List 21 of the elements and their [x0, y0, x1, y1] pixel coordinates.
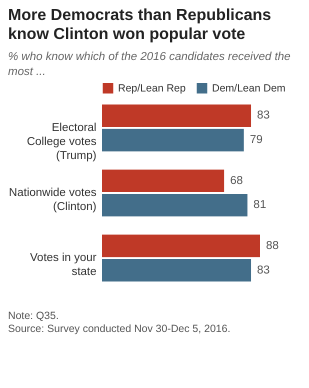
- bar: [102, 170, 224, 192]
- bar: [102, 104, 252, 127]
- data-label: 88: [266, 240, 279, 252]
- chart-subtitle: % who know which of the 2016 candidates received the most ...: [7, 50, 292, 80]
- bar: [102, 259, 252, 282]
- text: Note: Q35.: [8, 310, 60, 323]
- y-tick-label: Nationwide votes (Clinton): [8, 187, 97, 213]
- bar: [102, 234, 260, 258]
- bar: [102, 128, 244, 152]
- legend-label: Rep/Lean Rep: [118, 82, 186, 94]
- data-label: 79: [250, 134, 263, 146]
- data-label: 81: [253, 199, 266, 212]
- source-note: Source: Survey conducted Nov 30-Dec 5, 2016.: [8, 323, 232, 336]
- legend-label: Dem/Lean Dem: [212, 82, 286, 94]
- bar: [102, 194, 248, 216]
- y-tick-label: Votes in your state: [30, 252, 97, 278]
- chart-title: More Democrats than Republicans know Clinton won popular vote: [7, 6, 272, 44]
- data-label: 68: [230, 174, 243, 187]
- data-label: 83: [257, 110, 270, 122]
- y-tick-label: Electoral College votes (Trump): [26, 122, 97, 162]
- data-label: 83: [257, 264, 270, 276]
